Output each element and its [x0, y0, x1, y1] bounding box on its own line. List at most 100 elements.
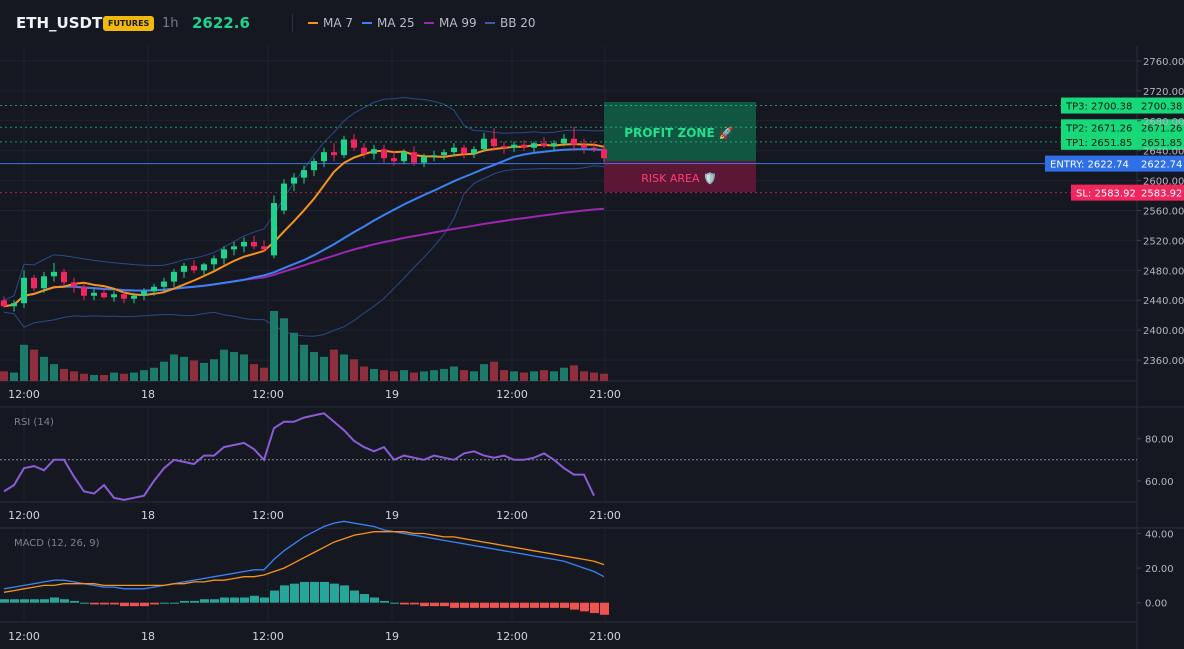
macd-histogram-bar — [10, 599, 19, 603]
legend-ma25[interactable]: MA 25 — [362, 16, 415, 30]
candle — [421, 153, 427, 168]
candle-body — [161, 281, 167, 287]
candle-body — [551, 143, 557, 147]
volume-bar — [480, 364, 488, 381]
candle — [111, 291, 117, 302]
sl-label: SL: 2583.92 — [1076, 189, 1136, 200]
volume-bar — [100, 374, 108, 381]
timeframe-label[interactable]: 1h — [162, 16, 179, 31]
candle — [131, 292, 137, 304]
volume-bar — [510, 371, 518, 381]
candle-body — [261, 246, 267, 250]
macd-histogram-bar — [420, 602, 429, 607]
time-tick-label: 12:00 — [8, 630, 40, 643]
macd-line — [3, 520, 605, 590]
legend-ma99[interactable]: MA 99 — [424, 16, 477, 30]
rsi-title: RSI (14) — [14, 417, 54, 428]
candle — [141, 288, 147, 301]
candle-body — [191, 265, 197, 271]
tp-label: TP3: 2700.38 — [1065, 102, 1132, 113]
volume-bar — [450, 366, 458, 381]
macd-histogram-bar — [210, 599, 219, 603]
volume-bar — [580, 371, 588, 381]
candle-body — [481, 138, 487, 150]
trade-levels: 2700.38 TP3: 2700.38 2671.26 TP2: 2671.26 26… — [0, 97, 1184, 201]
candle-body — [471, 149, 477, 154]
macd-histogram-bar — [440, 602, 449, 607]
volume-bar — [120, 373, 128, 381]
macd-histogram-bar — [140, 602, 149, 607]
price-tick-label: 2480.00 — [1143, 266, 1184, 277]
macd-histogram-bar — [540, 602, 549, 608]
candle-body — [401, 152, 407, 162]
candle — [311, 158, 317, 177]
macd-histogram-bar — [290, 583, 299, 603]
legend-ma7-label: MA 7 — [323, 16, 354, 30]
macd-histogram-bar — [120, 602, 129, 607]
symbol-name[interactable]: ETH_USDT — [16, 14, 103, 32]
macd-histogram-bar — [590, 602, 599, 614]
macd-histogram-bar — [150, 602, 159, 605]
candle-body — [181, 265, 187, 272]
entry-label: ENTRY: 2622.74 — [1050, 160, 1129, 171]
candle — [551, 140, 557, 151]
candle-body — [241, 241, 247, 247]
candle — [381, 144, 387, 163]
macd-histogram-bar — [130, 602, 139, 607]
time-tick-label: 12:00 — [496, 630, 528, 643]
candle — [471, 146, 477, 159]
tp-label-bg — [1061, 97, 1137, 114]
entry-label-bg — [1045, 155, 1137, 172]
candle — [61, 268, 67, 286]
candle — [41, 271, 47, 293]
macd-histogram-bar — [60, 599, 69, 603]
macd-histogram-bar — [310, 581, 319, 603]
volume-bar — [340, 354, 348, 381]
volume-bar — [400, 370, 408, 381]
candle — [401, 149, 407, 165]
macd-histogram-bar — [550, 602, 559, 608]
volume-bar — [150, 367, 158, 381]
candle — [581, 138, 587, 154]
time-tick-label: 18 — [141, 630, 155, 643]
risk-area-box — [604, 161, 756, 192]
candle — [361, 143, 367, 159]
candle — [451, 143, 457, 157]
macd-histogram-bar — [190, 600, 199, 603]
candle — [151, 283, 157, 296]
macd-histogram-bar — [40, 599, 49, 603]
legend-bb20[interactable]: BB 20 — [485, 16, 536, 30]
candle — [21, 270, 27, 308]
candle-body — [331, 152, 337, 156]
candle — [441, 149, 447, 160]
tp-price-tag-bg — [1137, 97, 1184, 114]
candle — [91, 288, 97, 301]
legend-ma7[interactable]: MA 7 — [308, 16, 353, 30]
volume-bar — [60, 368, 68, 381]
volume-bar — [420, 371, 428, 381]
candle-body — [221, 249, 227, 259]
candle-body — [511, 144, 517, 148]
candle — [591, 141, 597, 153]
candle — [101, 288, 107, 299]
legend-bb20-label: BB 20 — [500, 16, 536, 30]
volume-bar — [80, 373, 88, 381]
candle-body — [411, 152, 417, 163]
candle-body — [71, 282, 77, 287]
macd-histogram-bar — [110, 602, 119, 605]
macd-histogram-bar — [480, 602, 489, 608]
volume-bar — [290, 332, 298, 381]
price-tick-label: 2600.00 — [1143, 177, 1184, 188]
candle-body — [521, 144, 527, 148]
volume-bars — [0, 311, 608, 381]
macd-histogram-bar — [470, 602, 479, 608]
candle — [181, 262, 187, 278]
time-axis: 12:00 18 12:00 19 12:00 21:00 12:00 18 12:00 19 12… — [8, 388, 621, 643]
volume-bar — [40, 356, 48, 381]
macd-histogram-bar — [530, 602, 539, 608]
bb-lower-line — [3, 165, 605, 337]
macd-histogram-bar — [50, 597, 59, 603]
macd-tick-label: 0.00 — [1145, 599, 1167, 610]
candle — [461, 144, 467, 159]
